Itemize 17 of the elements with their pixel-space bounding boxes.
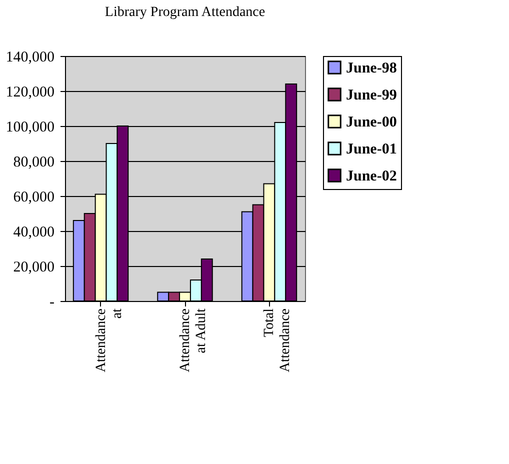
y-tick-label: 100,000: [6, 120, 54, 136]
legend-label: June-01: [346, 142, 397, 158]
y-tick-label: 60,000: [13, 190, 54, 206]
chart-title: Library Program Attendance: [104, 5, 266, 20]
y-tick-label: 20,000: [13, 260, 54, 276]
x-tick-label: Attendance at Adult: [178, 308, 209, 372]
y-tick-label: 80,000: [13, 154, 54, 170]
legend-label: June-00: [346, 114, 397, 130]
legend-label: June-99: [346, 88, 397, 104]
x-tick-label: Total Attendance: [262, 308, 294, 372]
legend-label: June-98: [346, 60, 397, 76]
legend-label: June-02: [346, 168, 397, 184]
y-tick-label: 140,000: [6, 50, 54, 66]
y-tick-label: -: [50, 294, 54, 310]
x-tick-label: Attendance at: [94, 308, 125, 372]
y-tick-label: 120,000: [6, 84, 54, 100]
y-tick-label: 40,000: [13, 224, 54, 240]
